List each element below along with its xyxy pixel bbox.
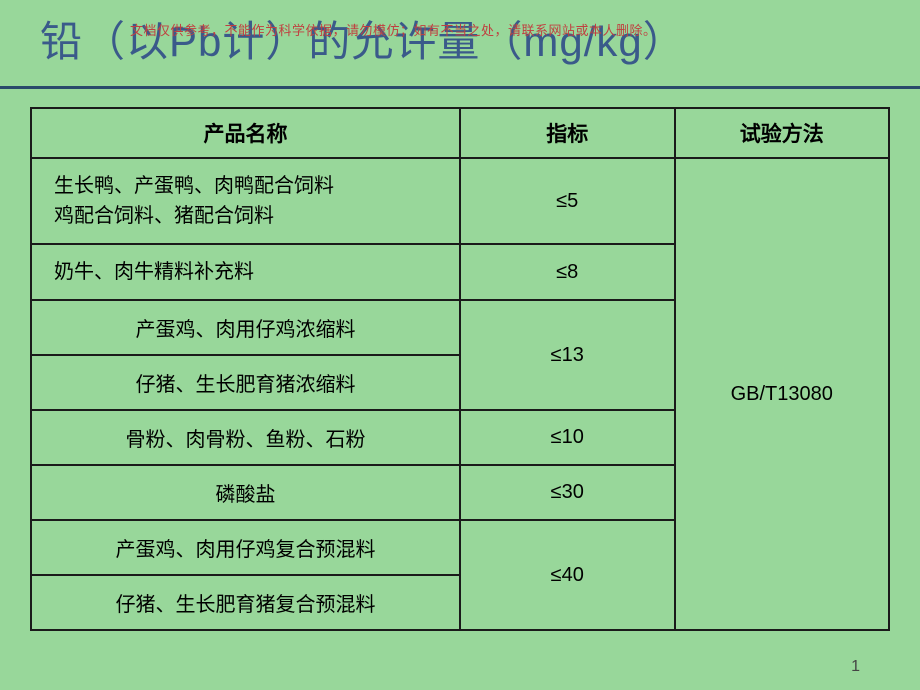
- cell-product-7: 产蛋鸡、肉用仔鸡复合预混料: [31, 520, 460, 575]
- cell-index-78: ≤40: [460, 520, 675, 630]
- cell-index-6: ≤30: [460, 465, 675, 520]
- cell-product-4: 仔猪、生长肥育猪浓缩料: [31, 355, 460, 410]
- cell-product-6: 磷酸盐: [31, 465, 460, 520]
- watermark-text: 文档仅供参考，不能作为科学依据，请勿模仿；如有不当之处，请联系网站或本人删除。: [130, 20, 657, 39]
- content-area: 产品名称 指标 试验方法 生长鸭、产蛋鸭、肉鸭配合饲料 鸡配合饲料、猪配合饲料 …: [0, 89, 920, 631]
- cell-product-8: 仔猪、生长肥育猪复合预混料: [31, 575, 460, 630]
- header-product: 产品名称: [31, 108, 460, 158]
- header-method: 试验方法: [675, 108, 890, 158]
- cell-index-2: ≤8: [460, 244, 675, 300]
- slide: 铅（以Pb计）的允许量（mg/kg） 文档仅供参考，不能作为科学依据，请勿模仿；…: [0, 0, 920, 690]
- cell-index-5: ≤10: [460, 410, 675, 465]
- title-area: 铅（以Pb计）的允许量（mg/kg） 文档仅供参考，不能作为科学依据，请勿模仿；…: [0, 0, 920, 86]
- product-text: 生长鸭、产蛋鸭、肉鸭配合饲料 鸡配合饲料、猪配合饲料: [54, 175, 334, 227]
- header-index: 指标: [460, 108, 675, 158]
- cell-method: GB/T13080: [675, 158, 890, 630]
- cell-product-3: 产蛋鸡、肉用仔鸡浓缩料: [31, 300, 460, 355]
- lead-limits-table: 产品名称 指标 试验方法 生长鸭、产蛋鸭、肉鸭配合饲料 鸡配合饲料、猪配合饲料 …: [30, 107, 890, 631]
- cell-product-5: 骨粉、肉骨粉、鱼粉、石粉: [31, 410, 460, 465]
- cell-product-1: 生长鸭、产蛋鸭、肉鸭配合饲料 鸡配合饲料、猪配合饲料: [31, 158, 460, 244]
- cell-index-1: ≤5: [460, 158, 675, 244]
- table-row: 生长鸭、产蛋鸭、肉鸭配合饲料 鸡配合饲料、猪配合饲料 ≤5 GB/T13080: [31, 158, 889, 244]
- page-number: 1: [851, 658, 860, 676]
- table-header-row: 产品名称 指标 试验方法: [31, 108, 889, 158]
- cell-index-34: ≤13: [460, 300, 675, 410]
- cell-product-2: 奶牛、肉牛精料补充料: [31, 244, 460, 300]
